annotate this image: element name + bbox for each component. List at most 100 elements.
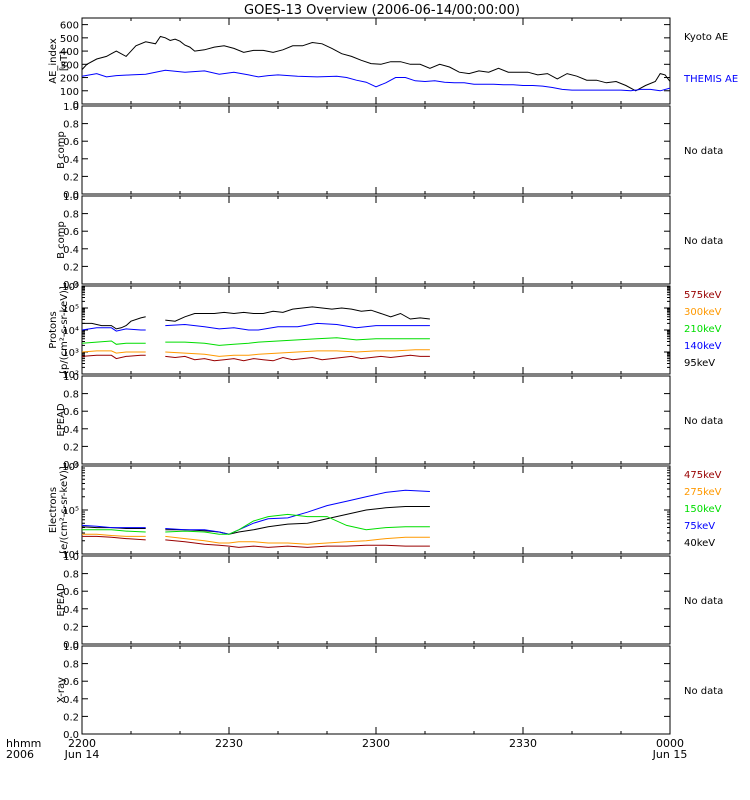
y-axis-label: B comp: [56, 221, 67, 259]
legend-label: 150keV: [684, 504, 722, 515]
y-axis-label: Electrons: [48, 487, 59, 533]
panel-frame: [81, 375, 671, 465]
y-tick-label: 10³: [62, 348, 79, 359]
y-tick-label: 0.0: [63, 730, 79, 741]
y-tick-label: 0: [73, 100, 79, 111]
y-axis-label: AE_index: [48, 38, 59, 84]
series-line-kyoto-ae: [81, 35, 671, 92]
no-data-label: No data: [684, 236, 723, 247]
legend-label: 40keV: [684, 538, 715, 549]
y-tick-label: 0.2: [63, 622, 79, 633]
legend-label: 275keV: [684, 487, 722, 498]
y-axis-label: EPEAD: [56, 583, 67, 617]
panel-frame: [81, 645, 671, 735]
series-line-150kev: [82, 513, 430, 535]
y-tick-label: 100: [60, 87, 79, 98]
legend-label: 475keV: [684, 470, 722, 481]
y-axis-label: [nT]: [59, 51, 70, 71]
y-tick-label: 0.6: [63, 407, 79, 418]
x-tick-label: 2200: [68, 737, 96, 750]
y-axis-label: [p/(cm²-s-sr-keV)]: [59, 286, 70, 374]
y-tick-label: 0.2: [63, 172, 79, 183]
legend-label: 300keV: [684, 307, 722, 318]
series-line-210kev: [81, 337, 430, 346]
y-tick-label: 1.0: [63, 192, 79, 203]
series-line-140kev: [81, 322, 430, 332]
panel-epead1: 0.0 0.2 0.4 0.6 0.8 1.0 EPEAD No data: [56, 372, 723, 471]
legend-label: Kyoto AE: [684, 32, 728, 43]
panel-bcomp2: 0.0 0.2 0.4 0.6 0.8 1.0 B comp No data: [56, 192, 723, 291]
y-tick-label: 10⁶: [62, 282, 79, 293]
panel-frame: [81, 555, 671, 645]
y-tick-label: 0.4: [63, 155, 79, 166]
y-axis-label: EPEAD: [56, 403, 67, 437]
legend-label: 95keV: [684, 358, 715, 369]
y-tick-label: 0.0: [63, 280, 79, 291]
y-tick-label: 0.8: [63, 210, 79, 221]
time-axis-label-line2: 2006: [6, 748, 34, 761]
legend-label: THEMIS AE: [683, 74, 738, 85]
y-tick-label: 1.0: [63, 552, 79, 563]
y-tick-label: 0.6: [63, 587, 79, 598]
y-axis-label: [e/(cm²-s-sr-keV)]: [59, 466, 70, 554]
panel-frame: [81, 17, 671, 105]
panel-xray: 0.0 0.2 0.4 0.6 0.8 1.0 X-ray No data: [56, 642, 723, 741]
y-tick-label: 0.0: [63, 640, 79, 651]
y-tick-label: 0.4: [63, 425, 79, 436]
y-tick-label: 0.8: [63, 570, 79, 581]
y-tick-label: 0.4: [63, 695, 79, 706]
y-tick-label: 0.2: [63, 712, 79, 723]
y-tick-label: 600: [60, 21, 79, 32]
y-tick-label: 0.0: [63, 190, 79, 201]
y-axis-label: X-ray: [56, 677, 67, 703]
series-line-575kev: [81, 354, 430, 362]
y-axis-label: B comp: [56, 131, 67, 169]
legend-label: 140keV: [684, 341, 722, 352]
x-tick-date-label: Jun 15: [652, 748, 688, 761]
legend-label: 575keV: [684, 290, 722, 301]
panel-frame: [81, 105, 671, 195]
no-data-label: No data: [684, 146, 723, 157]
series-line-95kev: [82, 306, 430, 330]
series-line-themis-ae: [81, 69, 671, 92]
panel-frame: [81, 195, 671, 285]
y-tick-label: 0.8: [63, 660, 79, 671]
series-line-75kev: [81, 489, 430, 535]
y-tick-label: 0.2: [63, 442, 79, 453]
time-axis-label-line1: hhmm: [6, 737, 41, 750]
y-tick-label: 0.2: [63, 262, 79, 273]
y-tick-label: 200: [60, 74, 79, 85]
y-tick-label: 0.0: [63, 460, 79, 471]
x-tick-label: 2300: [362, 737, 390, 750]
y-tick-label: 0.6: [63, 227, 79, 238]
y-tick-label: 0.4: [63, 605, 79, 616]
y-tick-label: 10⁶: [62, 462, 79, 473]
y-tick-label: 10²: [62, 370, 79, 381]
legend-label: 210keV: [684, 324, 722, 335]
panel-electrons: 10⁴ 10⁵ 10⁶ Electrons [e/(cm²-s-sr-keV)] 475k…: [48, 462, 722, 561]
legend-label: 75keV: [684, 521, 715, 532]
no-data-label: No data: [684, 416, 723, 427]
y-tick-label: 0.6: [63, 677, 79, 688]
panel-bcomp1: 0.0 0.2 0.4 0.6 0.8 1.0 B comp No data: [56, 102, 723, 201]
y-tick-label: 1.0: [63, 642, 79, 653]
panel-frame: [81, 285, 671, 375]
y-tick-label: 300: [60, 60, 79, 71]
series-line-275kev: [82, 533, 430, 545]
y-tick-label: 10⁴: [62, 326, 79, 337]
panel-epead2: 0.0 0.2 0.4 0.6 0.8 1.0 EPEAD No data: [56, 552, 723, 651]
y-tick-label: 10⁵: [62, 506, 79, 517]
x-tick-label: 2330: [509, 737, 537, 750]
y-tick-label: 500: [60, 34, 79, 45]
y-tick-label: 1.0: [63, 372, 79, 383]
no-data-label: No data: [684, 596, 723, 607]
y-tick-label: 1.0: [63, 102, 79, 113]
y-tick-label: 0.8: [63, 390, 79, 401]
x-tick-label: 2230: [215, 737, 243, 750]
no-data-label: No data: [684, 686, 723, 697]
y-tick-label: 0.6: [63, 137, 79, 148]
x-tick-date-label: Jun 14: [64, 748, 100, 761]
series-line-475kev: [82, 535, 430, 548]
y-tick-label: 400: [60, 47, 79, 58]
y-tick-label: 0.4: [63, 245, 79, 256]
